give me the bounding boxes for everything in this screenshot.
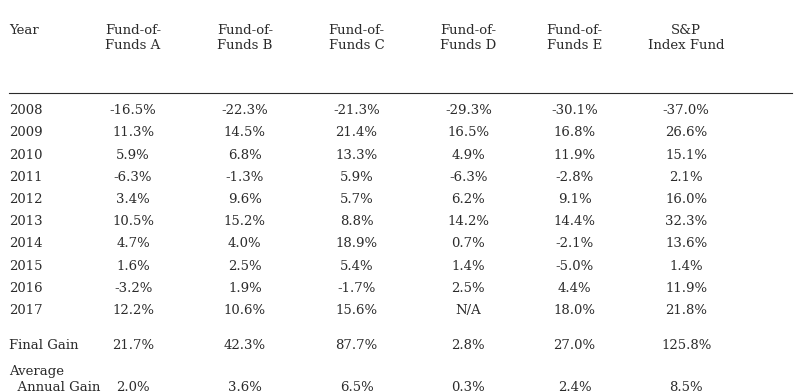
Text: 42.3%: 42.3% [223, 339, 266, 352]
Text: 2015: 2015 [10, 260, 43, 273]
Text: -1.3%: -1.3% [226, 171, 264, 184]
Text: 2011: 2011 [10, 171, 43, 184]
Text: 14.2%: 14.2% [447, 215, 489, 228]
Text: 16.0%: 16.0% [665, 193, 707, 206]
Text: 6.8%: 6.8% [228, 149, 262, 161]
Text: 5.4%: 5.4% [340, 260, 373, 273]
Text: 2009: 2009 [10, 126, 43, 140]
Text: 2.4%: 2.4% [557, 381, 591, 391]
Text: 15.1%: 15.1% [666, 149, 707, 161]
Text: 16.5%: 16.5% [447, 126, 489, 140]
Text: N/A: N/A [456, 304, 481, 317]
Text: 125.8%: 125.8% [661, 339, 711, 352]
Text: 13.3%: 13.3% [336, 149, 378, 161]
Text: 8.8%: 8.8% [340, 215, 373, 228]
Text: 1.4%: 1.4% [670, 260, 703, 273]
Text: 15.6%: 15.6% [336, 304, 377, 317]
Text: 2010: 2010 [10, 149, 43, 161]
Text: -5.0%: -5.0% [555, 260, 594, 273]
Text: -2.1%: -2.1% [555, 237, 594, 250]
Text: 2.0%: 2.0% [116, 381, 150, 391]
Text: -6.3%: -6.3% [449, 171, 488, 184]
Text: 1.6%: 1.6% [116, 260, 150, 273]
Text: 14.4%: 14.4% [553, 215, 595, 228]
Text: 6.2%: 6.2% [452, 193, 485, 206]
Text: 12.2%: 12.2% [112, 304, 154, 317]
Text: 16.8%: 16.8% [553, 126, 596, 140]
Text: 21.4%: 21.4% [336, 126, 377, 140]
Text: 26.6%: 26.6% [665, 126, 707, 140]
Text: -3.2%: -3.2% [114, 282, 152, 295]
Text: 3.4%: 3.4% [116, 193, 150, 206]
Text: 5.9%: 5.9% [340, 171, 373, 184]
Text: Annual Gain: Annual Gain [10, 381, 101, 391]
Text: 2013: 2013 [10, 215, 43, 228]
Text: 4.0%: 4.0% [228, 237, 262, 250]
Text: 2017: 2017 [10, 304, 43, 317]
Text: 18.9%: 18.9% [336, 237, 377, 250]
Text: Fund-of-
Funds E: Fund-of- Funds E [546, 24, 602, 52]
Text: 9.1%: 9.1% [557, 193, 591, 206]
Text: 2008: 2008 [10, 104, 43, 117]
Text: 2.5%: 2.5% [228, 260, 262, 273]
Text: S&P
Index Fund: S&P Index Fund [648, 24, 725, 52]
Text: Fund-of-
Funds A: Fund-of- Funds A [105, 24, 161, 52]
Text: 2.5%: 2.5% [452, 282, 485, 295]
Text: 1.4%: 1.4% [452, 260, 485, 273]
Text: 2014: 2014 [10, 237, 43, 250]
Text: Fund-of-
Funds C: Fund-of- Funds C [328, 24, 384, 52]
Text: 6.5%: 6.5% [340, 381, 373, 391]
Text: 14.5%: 14.5% [223, 126, 266, 140]
Text: 10.6%: 10.6% [223, 304, 266, 317]
Text: Final Gain: Final Gain [10, 339, 78, 352]
Text: 2012: 2012 [10, 193, 43, 206]
Text: -21.3%: -21.3% [333, 104, 380, 117]
Text: -30.1%: -30.1% [551, 104, 598, 117]
Text: 32.3%: 32.3% [665, 215, 707, 228]
Text: 11.3%: 11.3% [112, 126, 154, 140]
Text: -16.5%: -16.5% [110, 104, 156, 117]
Text: Year: Year [10, 24, 39, 37]
Text: 18.0%: 18.0% [553, 304, 595, 317]
Text: 10.5%: 10.5% [112, 215, 154, 228]
Text: -6.3%: -6.3% [114, 171, 152, 184]
Text: 4.4%: 4.4% [557, 282, 591, 295]
Text: 2.1%: 2.1% [670, 171, 703, 184]
Text: 5.9%: 5.9% [116, 149, 150, 161]
Text: 2016: 2016 [10, 282, 43, 295]
Text: 5.7%: 5.7% [340, 193, 373, 206]
Text: 15.2%: 15.2% [223, 215, 266, 228]
Text: -1.7%: -1.7% [337, 282, 376, 295]
Text: 87.7%: 87.7% [336, 339, 378, 352]
Text: 4.9%: 4.9% [452, 149, 485, 161]
Text: 1.9%: 1.9% [228, 282, 262, 295]
Text: 9.6%: 9.6% [228, 193, 262, 206]
Text: 0.7%: 0.7% [452, 237, 485, 250]
Text: 11.9%: 11.9% [665, 282, 707, 295]
Text: 21.8%: 21.8% [666, 304, 707, 317]
Text: -2.8%: -2.8% [555, 171, 594, 184]
Text: 27.0%: 27.0% [553, 339, 596, 352]
Text: 11.9%: 11.9% [553, 149, 596, 161]
Text: 13.6%: 13.6% [665, 237, 707, 250]
Text: 3.6%: 3.6% [228, 381, 262, 391]
Text: 4.7%: 4.7% [116, 237, 150, 250]
Text: 21.7%: 21.7% [112, 339, 154, 352]
Text: -37.0%: -37.0% [662, 104, 710, 117]
Text: 8.5%: 8.5% [670, 381, 703, 391]
Text: -22.3%: -22.3% [221, 104, 268, 117]
Text: Average: Average [10, 365, 64, 378]
Text: Fund-of-
Funds B: Fund-of- Funds B [217, 24, 273, 52]
Text: -29.3%: -29.3% [445, 104, 492, 117]
Text: 0.3%: 0.3% [452, 381, 485, 391]
Text: Fund-of-
Funds D: Fund-of- Funds D [441, 24, 497, 52]
Text: 2.8%: 2.8% [452, 339, 485, 352]
